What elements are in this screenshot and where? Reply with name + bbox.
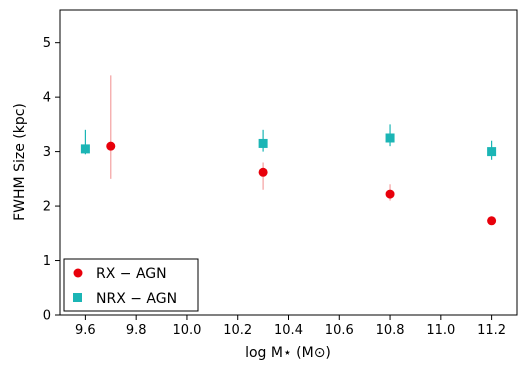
legend-marker-nrx-agn bbox=[73, 293, 82, 302]
point-rx-agn bbox=[258, 167, 268, 177]
x-tick-label: 10.8 bbox=[376, 323, 405, 338]
legend-label-rx-agn: RX − AGN bbox=[96, 266, 167, 282]
data-markers bbox=[80, 133, 497, 226]
point-rx-agn bbox=[385, 189, 395, 199]
legend-marker-rx-agn bbox=[73, 268, 83, 278]
point-nrx-agn bbox=[385, 133, 395, 143]
y-tick-label: 5 bbox=[43, 36, 51, 51]
legend-label-nrx-agn: NRX − AGN bbox=[96, 291, 177, 307]
legend: RX − AGN NRX − AGN bbox=[63, 258, 199, 312]
point-rx-agn bbox=[106, 141, 116, 151]
x-tick-label: 9.8 bbox=[126, 323, 147, 338]
x-tick-label: 9.6 bbox=[75, 323, 96, 338]
x-tick-label: 10.0 bbox=[172, 323, 201, 338]
point-nrx-agn bbox=[80, 144, 90, 154]
x-tick-label: 10.6 bbox=[325, 323, 354, 338]
y-tick-label: 1 bbox=[43, 254, 51, 269]
legend-box bbox=[63, 258, 199, 312]
x-tick-label: 11.2 bbox=[477, 323, 506, 338]
x-tick-label: 10.2 bbox=[223, 323, 252, 338]
axis-ticks: 9.6 9.8 10.0 10.2 10.4 10.6 10.8 11.0 11.2 0 1 2 3 4 5 bbox=[43, 36, 506, 338]
point-rx-agn bbox=[487, 216, 497, 226]
x-tick-label: 11.0 bbox=[426, 323, 455, 338]
error-bars bbox=[84, 75, 493, 224]
point-nrx-agn bbox=[258, 138, 268, 148]
y-tick-label: 3 bbox=[43, 145, 51, 160]
y-tick-label: 4 bbox=[43, 91, 51, 106]
x-axis-label: log M⋆ (M⊙) bbox=[245, 345, 331, 361]
y-tick-label: 2 bbox=[43, 200, 51, 215]
y-tick-label: 0 bbox=[43, 309, 51, 324]
y-axis-label: FWHM Size (kpc) bbox=[12, 103, 28, 221]
x-tick-label: 10.4 bbox=[274, 323, 303, 338]
point-nrx-agn bbox=[487, 147, 497, 157]
